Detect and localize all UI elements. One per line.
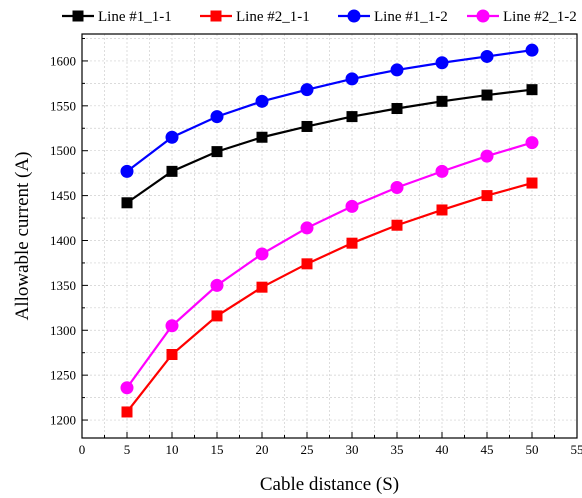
x-tick-label: 20 [256, 442, 269, 457]
data-point [166, 165, 178, 177]
data-point [346, 111, 358, 123]
x-tick-label: 10 [166, 442, 179, 457]
series-1 [121, 84, 538, 209]
data-point [526, 177, 538, 189]
data-point [165, 319, 179, 333]
y-tick-label: 1200 [50, 413, 76, 428]
data-point [481, 89, 493, 101]
data-point [255, 247, 269, 261]
data-point [346, 237, 358, 249]
data-point [211, 310, 223, 322]
data-point [165, 130, 179, 144]
x-tick-label: 35 [391, 442, 404, 457]
data-point [480, 49, 494, 63]
x-tick-label: 55 [571, 442, 582, 457]
x-tick-label: 30 [346, 442, 359, 457]
data-point [435, 56, 449, 70]
series-2 [121, 177, 538, 418]
legend-marker [72, 10, 84, 22]
x-tick-label: 5 [124, 442, 131, 457]
axis-ticks: 0 5 10 15 20 25 30 35 40 45 50 55 1200 1250 1300 1350 14… [50, 37, 582, 457]
series-4 [120, 136, 539, 395]
data-point [481, 190, 493, 202]
series-line [126, 141, 533, 389]
legend-item-3: Line #1_1-2 [338, 9, 448, 25]
series-layer [120, 43, 539, 418]
legend-label: Line #2_1-2 [503, 9, 577, 25]
data-point [121, 406, 133, 418]
y-tick-label: 1500 [50, 143, 76, 158]
data-point [390, 181, 404, 195]
data-point [210, 278, 224, 292]
x-tick-label: 50 [526, 442, 539, 457]
data-point [390, 63, 404, 77]
series-3 [120, 43, 539, 178]
y-tick-label: 1300 [50, 323, 76, 338]
x-tick-label: 45 [481, 442, 494, 457]
legend-marker [210, 10, 222, 22]
grid-lines [82, 34, 577, 438]
series-line [126, 88, 533, 204]
data-point [345, 199, 359, 213]
data-point [436, 204, 448, 216]
x-tick-label: 15 [211, 442, 224, 457]
y-tick-label: 1600 [50, 53, 76, 68]
data-point [525, 136, 539, 150]
y-tick-label: 1550 [50, 98, 76, 113]
legend-label: Line #2_1-1 [236, 9, 310, 25]
legend-item-1: Line #1_1-1 [62, 9, 172, 25]
data-point [391, 103, 403, 115]
x-tick-label: 25 [301, 442, 314, 457]
y-tick-label: 1400 [50, 233, 76, 248]
data-point [255, 94, 269, 108]
legend-marker [476, 9, 490, 23]
data-point [436, 95, 448, 107]
data-point [120, 164, 134, 178]
data-point [210, 110, 224, 124]
y-tick-label: 1350 [50, 278, 76, 293]
y-tick-label: 1250 [50, 368, 76, 383]
data-point [435, 164, 449, 178]
x-tick-label: 0 [79, 442, 86, 457]
data-point [525, 43, 539, 57]
data-point [256, 131, 268, 143]
legend-item-4: Line #2_1-2 [467, 9, 577, 25]
data-point [166, 349, 178, 361]
data-point [391, 219, 403, 231]
data-point [301, 258, 313, 270]
series-line [126, 49, 533, 173]
legend-item-2: Line #2_1-1 [200, 9, 310, 25]
legend-label: Line #1_1-1 [98, 9, 172, 25]
x-axis-label: Cable distance (S) [260, 474, 399, 495]
legend: Line #1_1-1 Line #2_1-1 Line #1_1-2 Line #2… [62, 9, 577, 25]
data-point [256, 281, 268, 293]
data-point [301, 120, 313, 132]
x-tick-label: 40 [436, 442, 449, 457]
series-line [126, 181, 533, 413]
data-point [345, 72, 359, 86]
legend-marker [347, 9, 361, 23]
data-point [211, 146, 223, 158]
y-axis-label: Allowable current (A) [12, 152, 33, 321]
data-point [121, 197, 133, 209]
data-point [300, 83, 314, 97]
data-point [480, 149, 494, 163]
data-point [526, 84, 538, 96]
legend-label: Line #1_1-2 [374, 9, 448, 25]
y-tick-label: 1450 [50, 188, 76, 203]
data-point [120, 381, 134, 395]
data-point [300, 221, 314, 235]
